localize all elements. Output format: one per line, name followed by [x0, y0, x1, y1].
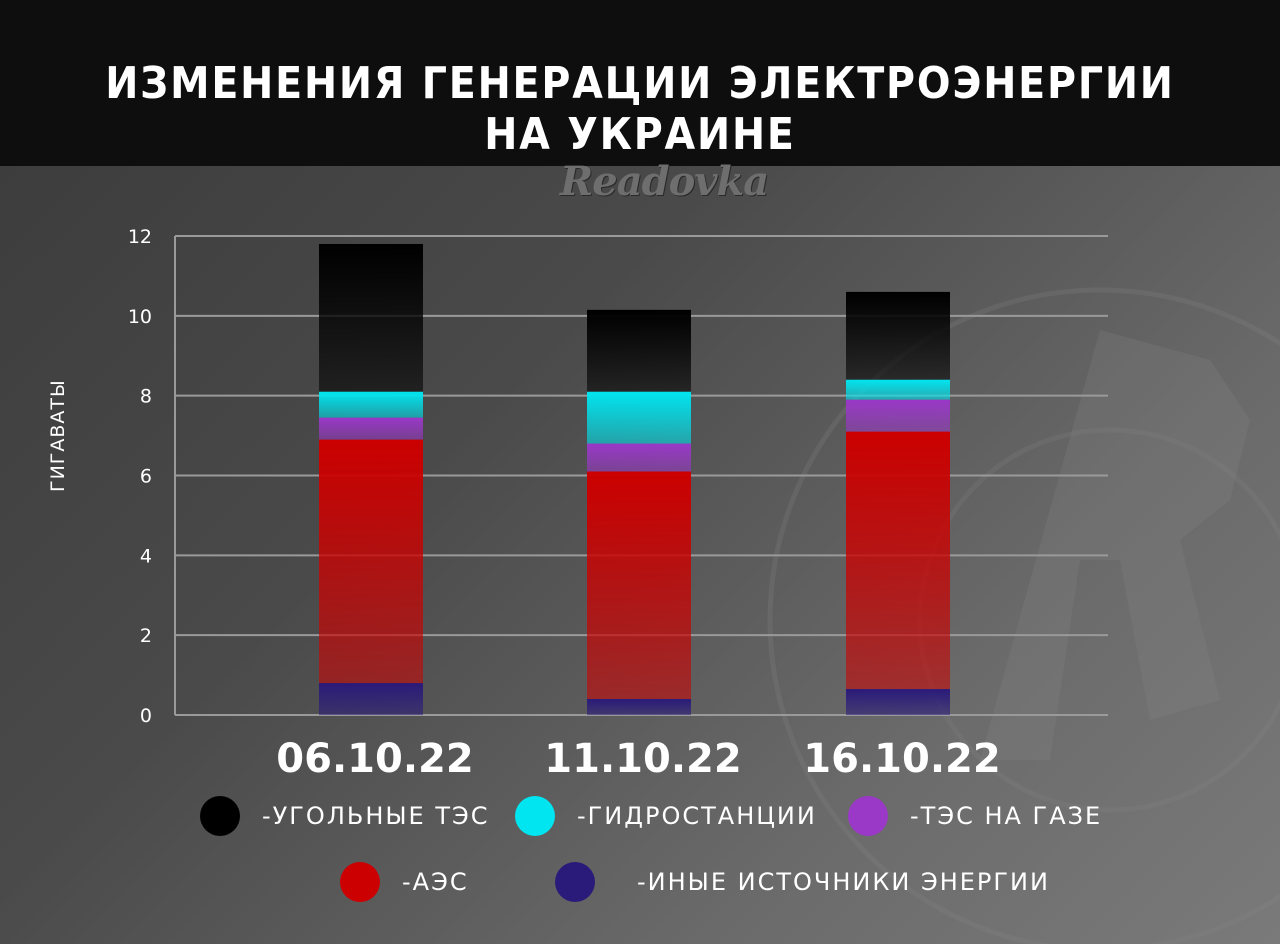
- legend-label: -ГИДРОСТАНЦИИ: [577, 802, 817, 830]
- y-tick-label: 8: [140, 386, 152, 408]
- x-tick-label: 11.10.22: [544, 736, 741, 782]
- bar-segment: [587, 309, 691, 392]
- y-tick-label: 6: [140, 466, 152, 488]
- legend-item: -ИНЫЕ ИСТОЧНИКИ ЭНЕРГИИ: [555, 862, 1050, 902]
- legend-item: -ГИДРОСТАНЦИИ: [515, 796, 817, 836]
- legend-label: -АЭС: [402, 868, 469, 896]
- y-tick-label: 10: [128, 306, 152, 328]
- x-tick-label: 06.10.22: [276, 736, 473, 782]
- y-tick-label: 4: [140, 545, 152, 567]
- bar-segment: [319, 439, 423, 684]
- x-tick-label: 16.10.22: [803, 736, 1000, 782]
- legend-label: -УГОЛЬНЫЕ ТЭС: [262, 802, 490, 830]
- legend-item: -ТЭС НА ГАЗЕ: [848, 796, 1102, 836]
- legend-swatch: [515, 796, 555, 836]
- y-tick-label: 12: [128, 226, 152, 248]
- bar-segment: [319, 243, 423, 392]
- legend-label: -ИНЫЕ ИСТОЧНИКИ ЭНЕРГИИ: [637, 868, 1050, 896]
- legend-swatch: [200, 796, 240, 836]
- title-bar: ИЗМЕНЕНИЯ ГЕНЕРАЦИИ ЭЛЕКТРОЭНЕРГИИ НА УК…: [0, 0, 1280, 166]
- chart-title: ИЗМЕНЕНИЯ ГЕНЕРАЦИИ ЭЛЕКТРОЭНЕРГИИ НА УК…: [105, 58, 1175, 160]
- bar-segment: [319, 417, 423, 440]
- y-tick-label: 2: [140, 625, 152, 647]
- bar-segment: [319, 683, 423, 715]
- legend-item: -АЭС: [340, 862, 469, 902]
- bar-segment: [846, 399, 950, 432]
- legend-swatch: [555, 862, 595, 902]
- bar-segment: [587, 699, 691, 715]
- bar-segment: [587, 391, 691, 444]
- legend-item: -УГОЛЬНЫЕ ТЭС: [200, 796, 490, 836]
- legend-label: -ТЭС НА ГАЗЕ: [910, 802, 1103, 830]
- readovka-logo: Readovka: [560, 158, 769, 205]
- legend-swatch: [340, 862, 380, 902]
- legend-swatch: [848, 796, 888, 836]
- bar-segment: [319, 391, 423, 418]
- bar-segment: [846, 291, 950, 380]
- bar-segment: [846, 689, 950, 715]
- bar-segment: [587, 443, 691, 472]
- bar-segment: [846, 379, 950, 400]
- y-tick-label: 0: [140, 705, 152, 727]
- bar-segment: [846, 431, 950, 690]
- bar-segment: [587, 471, 691, 700]
